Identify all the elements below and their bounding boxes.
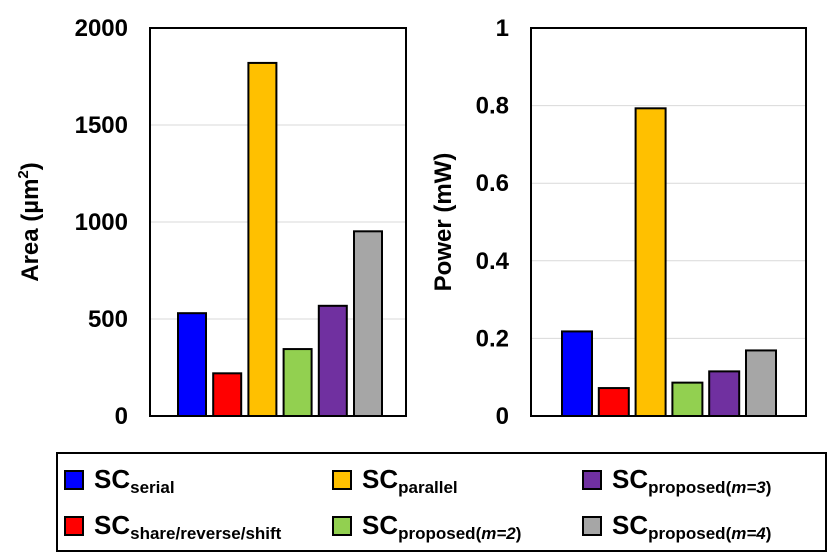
power-ylabel: Power (mW): [430, 153, 457, 292]
power-chart: 0 0.2 0.4 0.6 0.8 1 Power (mW): [430, 15, 807, 430]
power-bar-proposed-m4: [745, 349, 777, 418]
area-bar-parallel: [247, 61, 278, 417]
legend-item-serial: SC serial: [64, 464, 175, 497]
legend-sub-italic: m=3: [731, 477, 766, 497]
charts-canvas: 0 500 1000 1500 2000 Area (µm2) 0 0.2 0.4 0.6 0.8…: [15, 15, 807, 430]
legend-sub-end: ): [515, 523, 522, 543]
area-ytick-label: 1000: [75, 209, 128, 236]
power-ytick-label: 0.4: [476, 248, 510, 275]
legend-sub-text: proposed(: [398, 523, 482, 543]
area-ylabel: Area (µm2): [15, 162, 44, 282]
power-ytick-label: 0.8: [476, 93, 509, 120]
legend-label-main: SC: [362, 510, 399, 540]
legend-swatch: [332, 515, 352, 536]
legend-label-main: SC: [612, 464, 649, 494]
legend-label-sub: serial: [130, 477, 175, 497]
legend-sub-text: proposed(: [648, 477, 732, 497]
legend-sub-end: ): [765, 477, 772, 497]
legend-label-main: SC: [612, 510, 649, 540]
power-bar-share-reverse-shift: [597, 387, 630, 417]
power-plot-border: [530, 27, 807, 417]
legend-label-main: SC: [362, 464, 399, 494]
legend-swatch: [64, 515, 84, 536]
legend-label-sub: proposed(m=2): [398, 524, 521, 544]
legend-sub-end: ): [765, 523, 772, 543]
area-bar-proposed-m3: [317, 304, 348, 418]
area-bar-proposed-m4: [353, 230, 383, 417]
power-bar-serial: [561, 330, 593, 417]
legend-label-main: SC: [94, 510, 131, 540]
area-ytick-label: 1500: [75, 112, 128, 139]
area-ytick-label: 0: [115, 403, 128, 430]
area-plot-border: [149, 27, 407, 417]
area-ytick-label: 500: [88, 306, 128, 333]
legend-swatch: [582, 469, 602, 490]
legend-label-sub: parallel: [398, 477, 458, 497]
legend-sub-italic: m=4: [731, 523, 766, 543]
legend-sub-text: proposed(: [648, 523, 732, 543]
legend-label-main: SC: [94, 464, 131, 494]
power-ytick-label: 0: [496, 403, 509, 430]
legend: SC serial SC parallel SC proposed(m=3) S…: [56, 452, 827, 552]
legend-item-parallel: SC parallel: [332, 464, 458, 497]
legend-label-sub: proposed(m=4): [648, 524, 771, 544]
area-bar-serial: [177, 312, 207, 417]
area-chart: 0 500 1000 1500 2000 Area (µm2): [15, 15, 407, 430]
legend-item-proposed-m2: SC proposed(m=2): [332, 510, 521, 544]
legend-item-proposed-m4: SC proposed(m=4): [582, 510, 771, 544]
power-bar-parallel: [634, 107, 667, 417]
legend-swatch: [582, 515, 602, 536]
power-bar-proposed-m2: [671, 381, 704, 417]
legend-swatch: [332, 469, 352, 490]
area-ytick-label: 2000: [75, 15, 128, 42]
legend-label-sub: share/reverse/shift: [130, 523, 282, 543]
power-ytick-label: 1: [496, 15, 509, 42]
legend-item-share-reverse-shift: SC share/reverse/shift: [64, 510, 282, 543]
area-bar-proposed-m2: [282, 348, 313, 418]
area-bar-share-reverse-shift: [212, 372, 243, 418]
legend-item-proposed-m3: SC proposed(m=3): [582, 464, 771, 498]
legend-label-sub: proposed(m=3): [648, 478, 771, 498]
power-ytick-label: 0.2: [476, 325, 509, 352]
legend-sub-italic: m=2: [481, 523, 516, 543]
power-bar-proposed-m3: [708, 370, 741, 418]
legend-swatch: [64, 469, 84, 490]
power-ytick-label: 0.6: [476, 170, 509, 197]
